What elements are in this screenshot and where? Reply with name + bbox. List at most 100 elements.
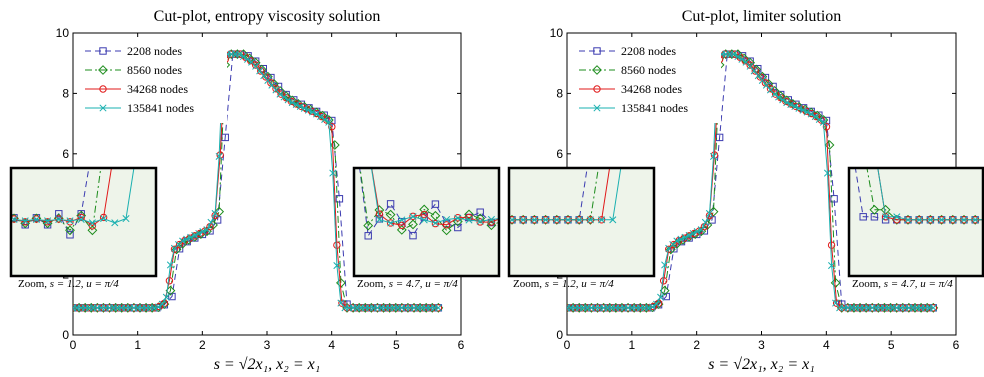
inset-caption-prefix: Zoom, xyxy=(852,278,884,290)
inset-series-4-marker xyxy=(122,215,130,223)
x-tick-label: 3 xyxy=(758,338,765,352)
inset-caption-prefix: Zoom, xyxy=(513,278,545,290)
inset-series-2-marker xyxy=(419,204,430,215)
inset-series-4-marker xyxy=(938,216,946,224)
series-4-marker xyxy=(661,261,669,269)
inset-series-1-marker xyxy=(498,223,500,231)
series-3-marker xyxy=(317,112,326,121)
legend-marker-4 xyxy=(99,104,107,112)
inset-series-4-marker xyxy=(465,216,473,224)
inset-series-1-marker xyxy=(409,231,417,240)
inset-series xyxy=(854,167,984,225)
series-2-marker xyxy=(708,206,719,217)
x-axis-label: s = √2x₁, x₂ = x₁ xyxy=(708,356,815,373)
inset-series xyxy=(508,167,622,225)
series-4-marker xyxy=(734,52,742,61)
inset-series-2-marker xyxy=(869,204,880,215)
inset-series-4-marker xyxy=(575,216,583,224)
inset-series-2-marker xyxy=(385,209,396,220)
series-4-marker xyxy=(799,106,807,114)
series-2-marker xyxy=(177,238,188,249)
inset-series-4-marker xyxy=(553,216,561,224)
series-4-marker xyxy=(807,110,815,118)
series-4-marker xyxy=(803,108,811,116)
inset-series-2-marker xyxy=(475,213,486,224)
inset-series-4-marker xyxy=(443,215,451,224)
y-tick-label: 8 xyxy=(62,86,69,100)
series-4-marker xyxy=(779,96,787,104)
inset-frame xyxy=(9,166,158,278)
inset-caption-prefix: Zoom, xyxy=(357,278,389,290)
x-tick-label: 6 xyxy=(953,338,960,352)
series-4-marker xyxy=(288,99,296,107)
series-4-marker xyxy=(771,90,779,98)
series-4-marker xyxy=(203,226,211,234)
inset-series-4-marker xyxy=(564,216,572,224)
legend: 2208 nodes 8560 nodes 34268 nodes 135841 no… xyxy=(81,39,227,123)
series-4-marker xyxy=(828,261,836,270)
inset-series-4-marker xyxy=(598,216,606,224)
x-axis-label: s = √2x₁, x₂ = x₁ xyxy=(214,356,321,373)
inset-series-2-marker xyxy=(363,220,374,231)
inset-series-4-marker xyxy=(499,214,500,222)
series-4-marker xyxy=(738,55,746,63)
legend-marker-1 xyxy=(99,47,107,55)
inset-series-line-4 xyxy=(512,167,622,221)
series-4-marker xyxy=(280,93,288,101)
series-3-marker xyxy=(251,61,260,69)
y-tick-label: 6 xyxy=(556,147,563,161)
inset-caption: Zoom, s = 4.7, u = π/4 xyxy=(357,278,458,290)
inset-series-4-marker xyxy=(586,216,594,224)
inset-series-3-marker xyxy=(420,210,428,219)
series-3-marker xyxy=(766,85,775,93)
inset-series-4-marker xyxy=(398,216,406,224)
series-3-marker xyxy=(216,151,224,159)
series-4-marker xyxy=(697,226,705,234)
x-tick-label: 2 xyxy=(199,338,206,352)
series-4-marker xyxy=(321,115,329,123)
series-4-marker xyxy=(191,231,199,239)
series-4-marker xyxy=(308,108,317,116)
inset-series-4-marker xyxy=(21,217,29,225)
inset-series-2-marker xyxy=(87,225,98,236)
zoom-inset-right-2: Zoom, s = 4.7, u = π/4 xyxy=(847,166,984,290)
series-4-marker xyxy=(239,52,248,61)
inset-series-4-marker xyxy=(960,216,968,224)
series-1-marker xyxy=(213,216,222,224)
series-3-marker xyxy=(277,90,285,98)
legend-marker-3 xyxy=(593,85,601,93)
inset-series-4-marker xyxy=(454,214,462,222)
series-2-marker xyxy=(739,53,749,64)
series-4-marker xyxy=(791,102,799,110)
series-4-marker xyxy=(783,99,791,107)
series-3-marker xyxy=(659,277,668,285)
series-4-marker xyxy=(730,50,738,58)
series-1-marker xyxy=(761,73,770,82)
inset-series-1-marker xyxy=(364,232,372,240)
y-tick-label: 0 xyxy=(62,328,69,342)
series-3-marker xyxy=(665,245,673,253)
series-4-marker xyxy=(681,233,689,241)
legend-label-1: 2208 nodes xyxy=(621,44,676,58)
series-4-marker xyxy=(300,104,308,112)
series-4-marker xyxy=(787,100,795,109)
series-4-marker xyxy=(313,110,321,118)
inset-series-2-marker xyxy=(464,209,474,220)
inset-caption-math: s = 4.7, u = π/4 xyxy=(389,278,458,290)
series-3-marker xyxy=(257,67,265,75)
x-tick-label: 2 xyxy=(693,338,700,352)
inset-series-3-marker xyxy=(43,218,52,226)
series-3-marker xyxy=(832,299,841,307)
inset-series-4-marker xyxy=(882,213,890,221)
series-1-marker xyxy=(830,195,838,203)
legend: 2208 nodes 8560 nodes 34268 nodes 135841 no… xyxy=(575,39,721,123)
inset-series-4-marker xyxy=(926,216,934,224)
series-4-marker xyxy=(215,152,223,160)
series-4-marker xyxy=(183,235,191,243)
series-4-marker xyxy=(709,152,718,160)
inset-series-3-marker xyxy=(55,215,63,223)
x-tick-label: 0 xyxy=(70,338,77,352)
chart-title: Cut-plot, entropy viscosity solution xyxy=(154,8,381,25)
legend-marker-2 xyxy=(592,65,602,75)
